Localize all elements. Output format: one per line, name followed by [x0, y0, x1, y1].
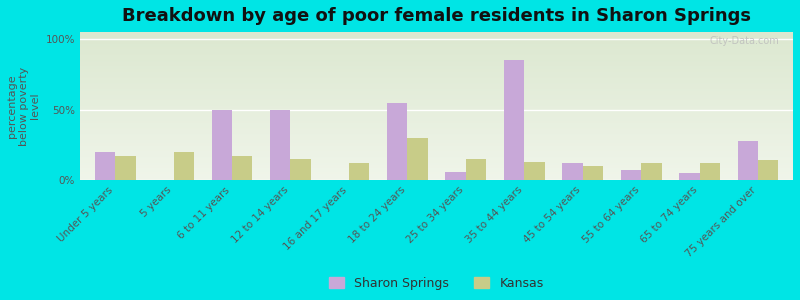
Title: Breakdown by age of poor female residents in Sharon Springs: Breakdown by age of poor female resident… — [122, 7, 751, 25]
Bar — [94, 152, 115, 180]
Bar — [504, 60, 524, 180]
Bar — [349, 163, 370, 180]
Bar — [758, 160, 778, 180]
Bar — [582, 166, 603, 180]
Y-axis label: percentage
below poverty
level: percentage below poverty level — [7, 66, 40, 146]
Bar — [699, 163, 720, 180]
Text: City-Data.com: City-Data.com — [709, 37, 778, 46]
Bar — [407, 138, 428, 180]
Bar — [232, 156, 253, 180]
Bar — [387, 103, 407, 180]
Bar — [115, 156, 135, 180]
Bar — [621, 170, 641, 180]
Bar — [679, 173, 699, 180]
Bar — [446, 172, 466, 180]
Bar — [524, 162, 545, 180]
Bar — [290, 159, 311, 180]
Bar — [270, 110, 290, 180]
Bar — [738, 140, 758, 180]
Bar — [211, 110, 232, 180]
Bar — [174, 152, 194, 180]
Bar — [562, 163, 582, 180]
Legend: Sharon Springs, Kansas: Sharon Springs, Kansas — [325, 272, 549, 295]
Bar — [641, 163, 662, 180]
Bar — [466, 159, 486, 180]
